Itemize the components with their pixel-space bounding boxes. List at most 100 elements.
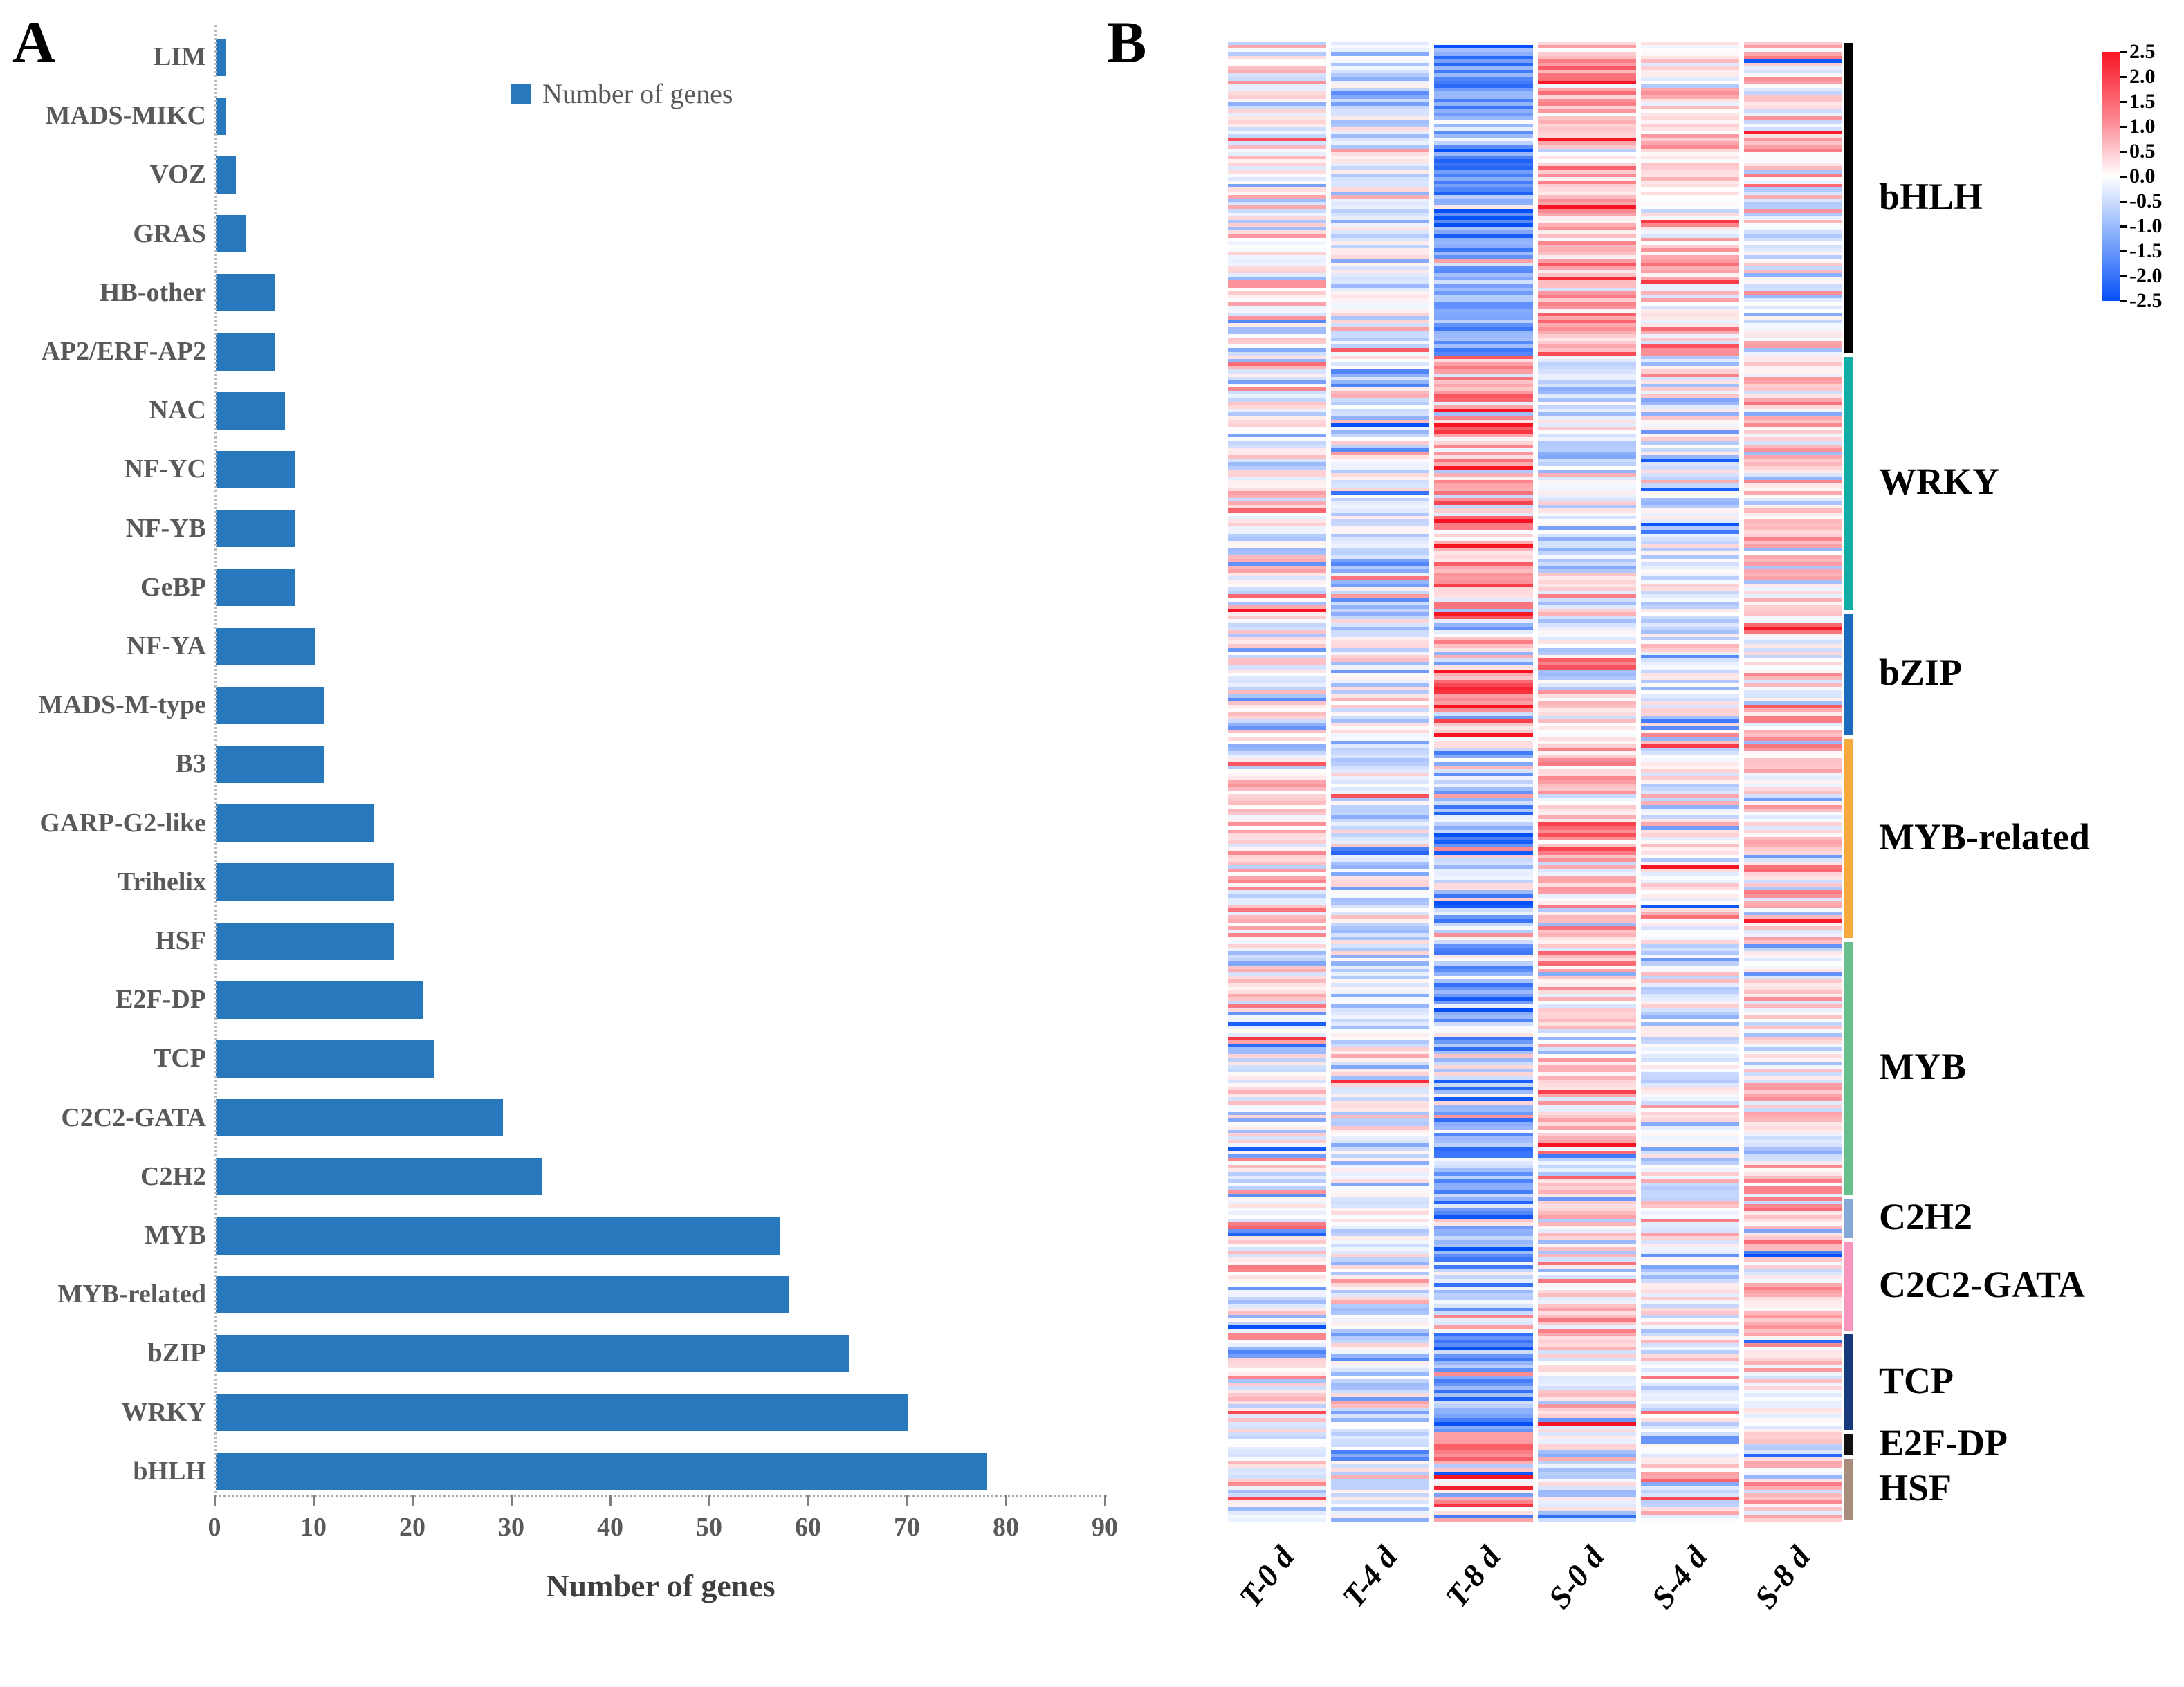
heatmap-cell [1331,879,1430,884]
x-tick-mark [412,1495,414,1506]
heatmap-cell [1434,1300,1533,1305]
heatmap-cell [1743,308,1843,313]
heatmap-cell [1331,883,1430,887]
heatmap-cell [1228,1479,1327,1483]
heatmap-cell [1434,1407,1533,1412]
heatmap-cell [1434,594,1533,598]
heatmap-cell [1743,730,1843,734]
heatmap-cell [1743,252,1843,256]
heatmap-cell [1228,391,1327,395]
heatmap-cell [1743,1300,1843,1305]
heatmap-cell [1537,566,1636,570]
heatmap-cell [1743,455,1843,459]
heatmap-cell [1434,829,1533,834]
heatmap-cell [1228,505,1327,509]
heatmap-cell [1331,836,1430,841]
heatmap-cell [1537,1104,1636,1109]
heatmap-cell [1743,88,1843,92]
heatmap-cell [1640,448,1739,452]
heatmap-cell [1331,298,1430,302]
heatmap-cell [1640,776,1739,780]
heatmap-cell [1331,127,1430,131]
bar-category-label: bHLH [133,1456,206,1486]
heatmap-cell [1640,1300,1739,1305]
heatmap-cell [1331,66,1430,71]
heatmap-cell [1434,248,1533,252]
heatmap-cell [1228,419,1327,424]
heatmap-cell [1331,1493,1430,1497]
heatmap-cell [1228,1183,1327,1187]
heatmap-cell [1640,943,1739,948]
heatmap-cell [1537,59,1636,64]
heatmap-cell [1640,1489,1739,1494]
heatmap-row [1228,958,1843,962]
heatmap-row [1228,1350,1843,1354]
heatmap-cell [1434,270,1533,274]
heatmap-cell [1434,391,1533,395]
heatmap-cell [1331,1332,1430,1337]
heatmap-row [1228,1064,1843,1069]
heatmap-cell [1228,804,1327,809]
heatmap-cell [1537,676,1636,681]
heatmap-cell [1434,1297,1533,1301]
family-sidebar-segment [1844,738,1853,939]
heatmap-row [1228,968,1843,973]
heatmap-cell [1640,1439,1739,1444]
heatmap-cell [1228,598,1327,602]
heatmap-cell [1434,323,1533,327]
heatmap-cell [1228,1186,1327,1190]
heatmap-cell [1331,537,1430,542]
heatmap-cell [1743,937,1843,941]
heatmap-cell [1537,680,1636,684]
heatmap-cell [1537,912,1636,916]
heatmap-row [1228,844,1843,848]
heatmap-cell [1434,762,1533,766]
heatmap-row [1228,801,1843,805]
heatmap-cell [1228,862,1327,866]
heatmap-cell [1743,1486,1843,1490]
heatmap-cell [1434,70,1533,74]
heatmap-cell [1537,48,1636,53]
heatmap-row [1228,1272,1843,1276]
heatmap-cell [1228,1054,1327,1059]
heatmap-cell [1537,1486,1636,1490]
heatmap-cell [1640,1304,1739,1308]
heatmap-cell [1537,647,1636,652]
heatmap-cell [1331,979,1430,984]
colorbar-tick-label: 2.5 [2129,40,2156,63]
heatmap-cell [1228,373,1327,378]
heatmap-cell [1743,808,1843,813]
heatmap-row [1228,783,1843,788]
heatmap-cell [1331,105,1430,110]
heatmap-cell [1537,783,1636,788]
heatmap-cell [1743,990,1843,995]
heatmap-cell [1228,1365,1327,1369]
heatmap-cell [1434,362,1533,367]
heatmap-row [1228,405,1843,409]
heatmap-cell [1640,1275,1739,1280]
heatmap-row [1228,351,1843,356]
heatmap-cell [1228,697,1327,702]
heatmap-cell [1537,515,1636,520]
heatmap-cell [1640,701,1739,706]
heatmap-cell [1537,551,1636,555]
heatmap-cell [1331,255,1430,259]
heatmap-cell [1537,441,1636,445]
heatmap-cell [1331,487,1430,492]
heatmap-cell [1228,455,1327,459]
heatmap-cell [1228,526,1327,531]
heatmap-cell [1537,1361,1636,1365]
heatmap-cell [1537,1129,1636,1134]
heatmap-row [1228,1393,1843,1397]
heatmap-cell [1434,376,1533,381]
heatmap-cell [1331,1347,1430,1351]
heatmap-row [1228,202,1843,206]
heatmap-cell [1537,1082,1636,1087]
heatmap-cell [1331,983,1430,987]
heatmap-cell [1434,1200,1533,1205]
heatmap-cell [1434,833,1533,838]
heatmap-cell [1537,726,1636,730]
heatmap-cell [1331,744,1430,748]
heatmap-cell [1743,216,1843,221]
heatmap-cell [1434,1229,1533,1233]
